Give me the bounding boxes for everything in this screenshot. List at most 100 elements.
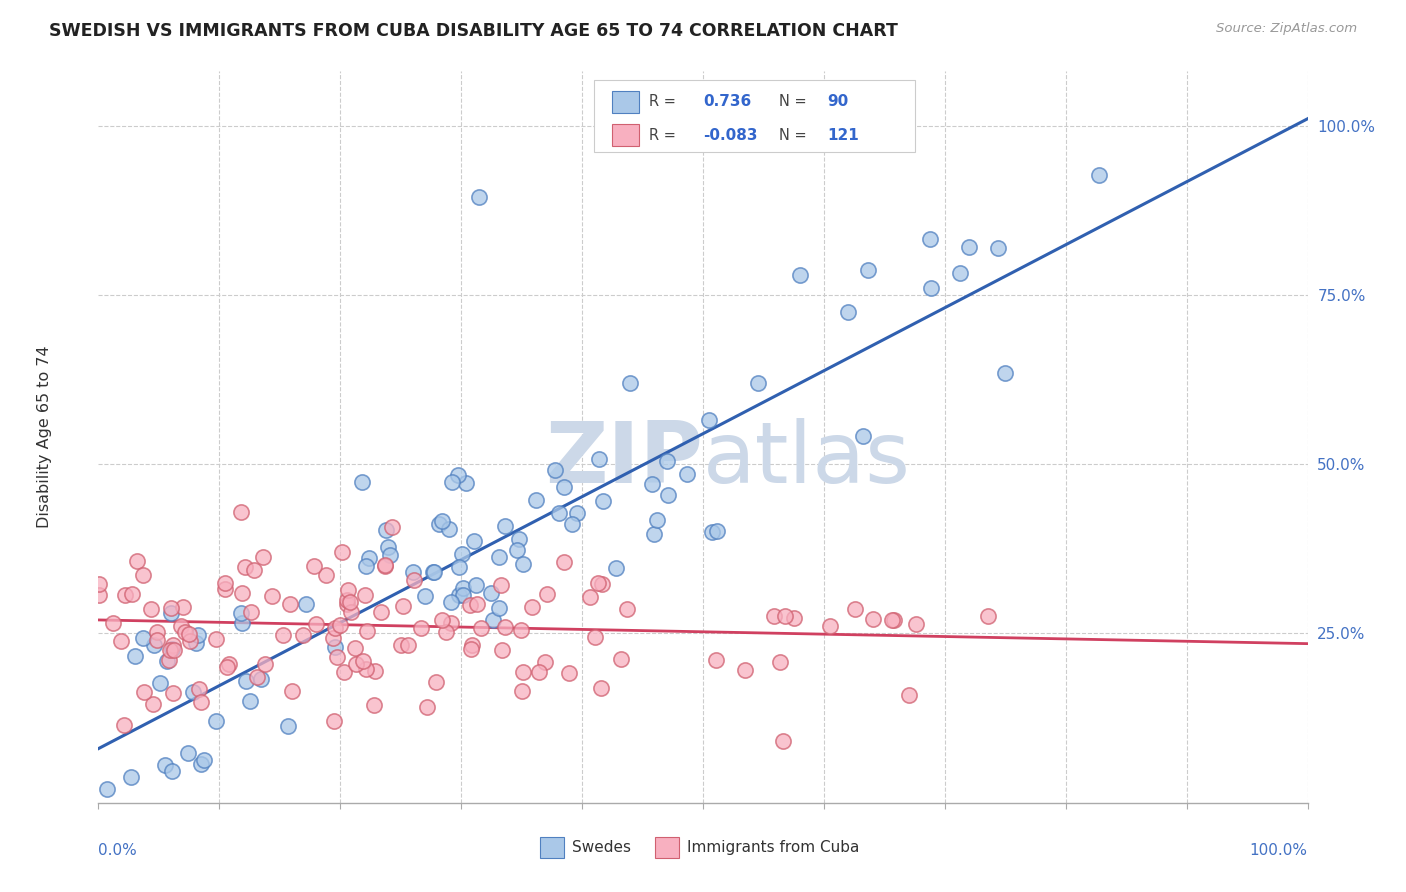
FancyBboxPatch shape (595, 80, 915, 152)
Point (416, 699, 439, 714)
Point (188, 681, 211, 696)
Point (949, 266, 972, 280)
Point (132, 685, 155, 699)
Point (440, 595, 463, 609)
Point (163, 643, 186, 657)
Point (512, 665, 534, 679)
Point (553, 480, 575, 494)
Point (344, 657, 367, 672)
Point (605, 561, 627, 575)
Point (655, 454, 678, 468)
Point (905, 616, 928, 631)
Point (453, 582, 475, 596)
Text: SWEDISH VS IMMIGRANTS FROM CUBA DISABILITY AGE 65 TO 74 CORRELATION CHART: SWEDISH VS IMMIGRANTS FROM CUBA DISABILI… (49, 22, 898, 40)
Point (114, 588, 136, 602)
Point (494, 518, 516, 533)
Point (101, 616, 124, 631)
Point (323, 621, 346, 635)
Point (491, 643, 513, 657)
Point (160, 606, 183, 620)
Point (883, 613, 905, 627)
Point (558, 665, 581, 680)
Point (852, 429, 875, 443)
Point (354, 588, 377, 602)
Point (561, 517, 583, 532)
Point (374, 559, 396, 574)
Point (336, 597, 359, 611)
Point (619, 376, 641, 390)
Point (235, 673, 257, 688)
Point (920, 281, 942, 295)
Point (254, 657, 277, 671)
Point (278, 597, 301, 611)
Point (610, 651, 633, 665)
Point (162, 639, 184, 653)
Point (544, 463, 567, 477)
Point (463, 533, 485, 548)
Point (343, 640, 366, 655)
Point (131, 567, 153, 582)
Point (481, 613, 503, 627)
Point (159, 642, 181, 657)
Point (153, 757, 176, 772)
Point (149, 676, 172, 690)
Point (277, 719, 299, 733)
Point (591, 576, 613, 591)
Point (769, 655, 792, 669)
Point (512, 557, 534, 571)
Point (172, 600, 194, 615)
Point (509, 624, 531, 638)
Point (470, 621, 492, 635)
Point (534, 655, 557, 669)
Point (409, 621, 432, 635)
Point (565, 507, 588, 521)
Point (897, 688, 920, 702)
Point (204, 632, 226, 646)
Point (460, 641, 482, 656)
Point (1088, 169, 1111, 183)
Point (190, 757, 212, 772)
Point (548, 506, 571, 520)
Point (89, 588, 111, 602)
Point (374, 558, 396, 572)
Point (350, 475, 373, 489)
Point (882, 613, 904, 627)
Point (461, 638, 484, 652)
Point (430, 613, 453, 627)
Point (294, 597, 316, 611)
Point (96, 782, 118, 797)
Point (356, 624, 378, 638)
Point (427, 517, 450, 532)
Point (323, 640, 346, 654)
Point (218, 657, 240, 671)
Point (354, 559, 377, 574)
Point (132, 631, 155, 645)
Text: -0.083: -0.083 (703, 128, 758, 143)
Point (120, 770, 142, 784)
Point (396, 639, 419, 653)
Point (356, 662, 378, 676)
Point (280, 684, 302, 698)
Point (506, 543, 529, 558)
Bar (613, 91, 638, 112)
Point (239, 694, 262, 708)
Point (329, 618, 352, 632)
Point (363, 698, 385, 712)
Point (364, 664, 387, 678)
Text: N =: N = (779, 128, 807, 143)
Text: atlas: atlas (703, 417, 911, 500)
Point (235, 559, 257, 574)
Point (174, 624, 197, 639)
Point (146, 633, 169, 648)
Point (370, 605, 392, 619)
Point (193, 753, 215, 767)
Point (139, 601, 162, 615)
Point (676, 467, 699, 482)
Point (856, 262, 879, 277)
Point (529, 665, 551, 679)
Text: 90: 90 (828, 95, 849, 110)
Point (142, 697, 165, 711)
Point (702, 524, 724, 539)
Point (204, 714, 226, 729)
Point (645, 513, 668, 527)
